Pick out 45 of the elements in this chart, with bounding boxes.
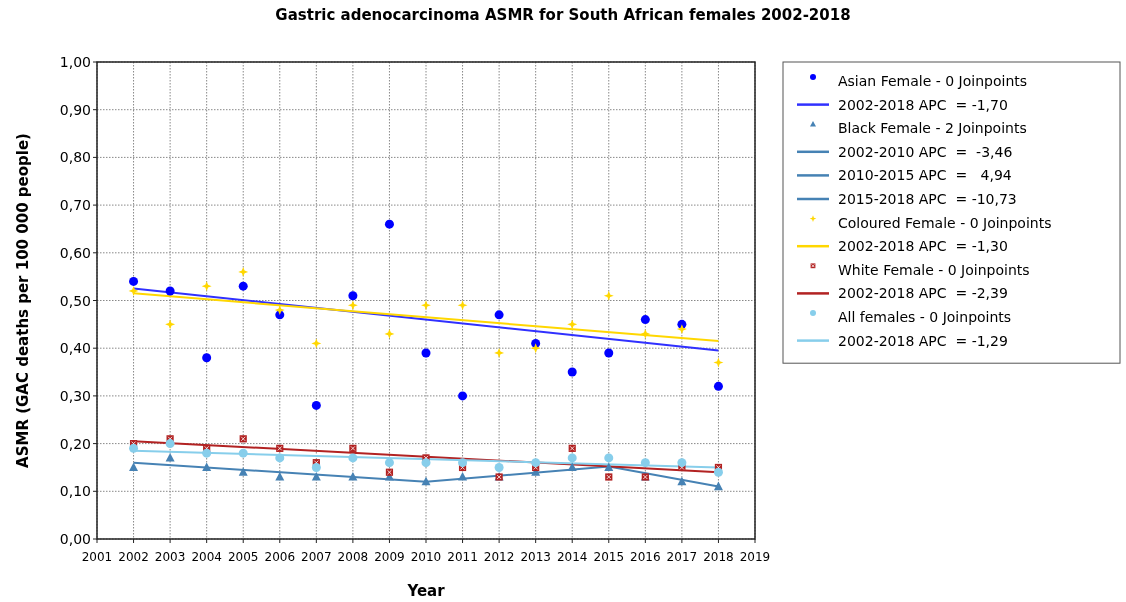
x-tick-label: 2007 bbox=[301, 550, 332, 564]
y-tick-label: 0,60 bbox=[59, 244, 91, 261]
x-tick-label: 2005 bbox=[227, 550, 259, 564]
legend-label: Asian Female - 0 Joinpoints bbox=[838, 73, 1028, 89]
chart-title: Gastric adenocarcinoma ASMR for South African females 2002-2018 bbox=[275, 6, 851, 24]
y-tick-label: 0,80 bbox=[59, 149, 91, 166]
x-tick-label: 2001 bbox=[81, 550, 113, 564]
x-tick-label: 2006 bbox=[264, 550, 296, 564]
x-tick-label: 2012 bbox=[483, 550, 515, 564]
legend-label: 2002-2018 APC = -2,39 bbox=[838, 285, 1008, 302]
y-tick-label: 0,10 bbox=[59, 483, 91, 500]
y-axis-title: ASMR (GAC deaths per 100 000 people) bbox=[14, 133, 32, 468]
x-tick-label: 2013 bbox=[520, 550, 551, 564]
y-tick-label: 0,50 bbox=[59, 292, 91, 309]
x-tick-label: 2002 bbox=[118, 550, 149, 564]
legend-label: All females - 0 Joinpoints bbox=[838, 309, 1012, 325]
legend-label: White Female - 0 Joinpoints bbox=[838, 261, 1030, 278]
x-tick-label: 2011 bbox=[447, 550, 478, 564]
x-tick-label: 2019 bbox=[739, 550, 771, 564]
x-tick-label: 2003 bbox=[154, 550, 186, 564]
x-tick-label: 2009 bbox=[374, 550, 405, 564]
y-tick-label: 0,00 bbox=[59, 531, 91, 547]
x-tick-label: 2008 bbox=[337, 550, 369, 564]
y-tick-label: 0,90 bbox=[59, 101, 91, 118]
legend-label: 2002-2010 APC = -3,46 bbox=[838, 143, 1013, 160]
legend-label: Coloured Female - 0 Joinpoints bbox=[838, 214, 1052, 231]
legend-label: 2002-2018 APC = -1,70 bbox=[838, 96, 1008, 113]
legend-label: Black Female - 2 Joinpoints bbox=[838, 120, 1027, 137]
y-tick-label: 0,30 bbox=[59, 387, 91, 404]
x-tick-label: 2014 bbox=[556, 550, 588, 564]
legend-label: 2015-2018 APC = -10,73 bbox=[838, 191, 1017, 207]
x-tick-label: 2016 bbox=[630, 550, 661, 564]
x-axis-title: Year bbox=[406, 582, 446, 600]
y-tick-label: 1,00 bbox=[59, 54, 91, 70]
y-tick-label: 0,70 bbox=[59, 197, 91, 214]
legend-label: 2002-2018 APC = -1,29 bbox=[838, 332, 1008, 349]
y-tick-label: 0,20 bbox=[59, 435, 91, 452]
x-tick-label: 2004 bbox=[191, 550, 222, 564]
x-tick-label: 2017 bbox=[666, 550, 698, 564]
x-tick-label: 2018 bbox=[703, 550, 734, 564]
x-tick-label: 2015 bbox=[593, 550, 625, 564]
x-tick-label: 2010 bbox=[410, 550, 442, 564]
y-tick-label: 0,40 bbox=[59, 340, 91, 357]
legend-label: 2010-2015 APC = 4,94 bbox=[838, 167, 1012, 184]
legend-label: 2002-2018 APC = -1,30 bbox=[838, 238, 1008, 255]
